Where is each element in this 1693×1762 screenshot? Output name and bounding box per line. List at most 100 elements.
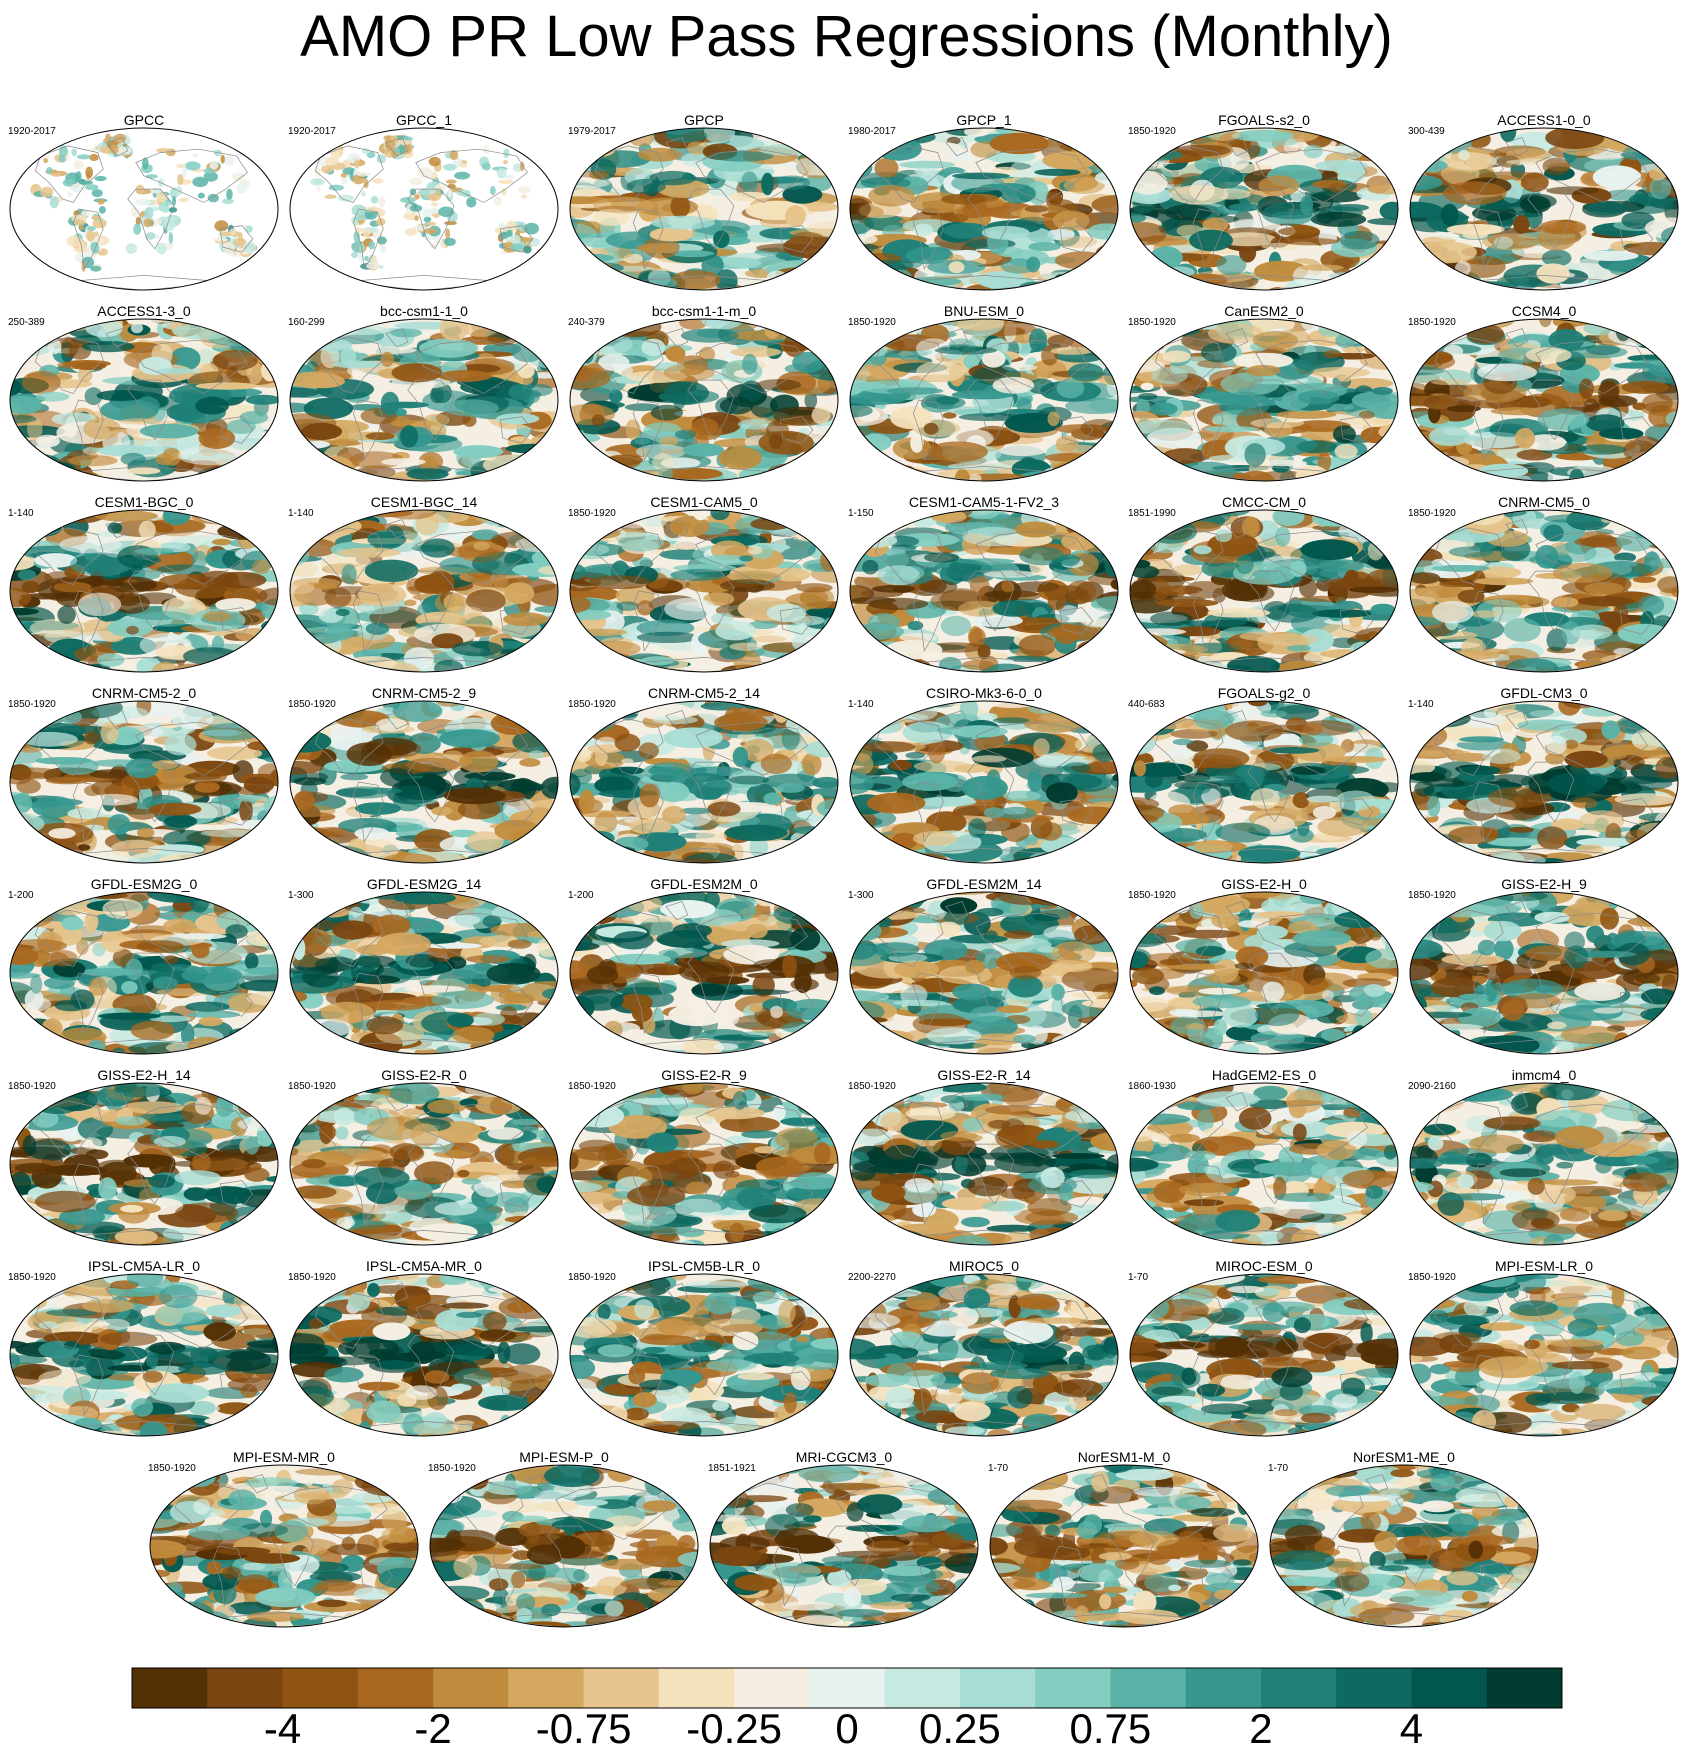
map-field [569, 1273, 839, 1437]
map-panel: CanESM2_0 1850-1920 [1128, 303, 1400, 493]
panel-title: CESM1-CAM5-1-FV2_3 [908, 494, 1060, 510]
map-panel: GFDL-ESM2M_14 1-300 [848, 876, 1120, 1066]
panel-title: CNRM-CM5-2_9 [371, 685, 477, 701]
panel-title: FGOALS-s2_0 [1218, 112, 1310, 128]
map-panel: GFDL-ESM2G_0 1-200 [8, 876, 280, 1066]
map-panel: NorESM1-ME_0 1-70 [1268, 1449, 1540, 1639]
colorbar-swatch [1336, 1668, 1412, 1708]
panel-years: 1850-1920 [1408, 1272, 1456, 1283]
map-field [849, 700, 1119, 864]
panel-title: CCSM4_0 [1511, 303, 1577, 319]
panel-title: ACCESS1-0_0 [1497, 112, 1591, 128]
map-field [1409, 700, 1679, 864]
panel-years: 1850-1920 [568, 1081, 616, 1092]
map-field [289, 318, 559, 482]
panel-title: GISS-E2-H_0 [1221, 876, 1307, 892]
map-field [849, 127, 1119, 291]
panel-years: 1-140 [8, 508, 34, 519]
panel-title: IPSL-CM5B-LR_0 [647, 1258, 761, 1274]
panel-years: 1980-2017 [848, 126, 896, 137]
colorbar-swatch [433, 1668, 509, 1708]
map-panel: CESM1-BGC_14 1-140 [288, 494, 560, 684]
map-field [1409, 318, 1679, 482]
panel-title: GFDL-ESM2G_14 [366, 876, 482, 892]
map-field [1269, 1464, 1539, 1628]
map-panel: FGOALS-g2_0 440-683 [1128, 685, 1400, 875]
colorbar-tick-label: 2 [1249, 1705, 1273, 1752]
map-field [1129, 509, 1399, 673]
panel-years: 1850-1920 [1408, 317, 1456, 328]
panel-years: 1850-1920 [568, 699, 616, 710]
map-panel: ACCESS1-0_0 300-439 [1408, 112, 1680, 302]
panel-years: 1850-1920 [568, 1272, 616, 1283]
colorbar-tick-label: -2 [414, 1705, 452, 1752]
map-panel: CSIRO-Mk3-6-0_0 1-140 [848, 685, 1120, 875]
map-panel: GFDL-CM3_0 1-140 [1408, 685, 1680, 875]
map-panel: MRI-CGCM3_0 1851-1921 [708, 1449, 980, 1639]
panel-years: 1850-1920 [1408, 508, 1456, 519]
panel-years: 2200-2270 [848, 1272, 896, 1283]
panel-title: MIROC-ESM_0 [1215, 1258, 1313, 1274]
panel-title: CSIRO-Mk3-6-0_0 [926, 685, 1042, 701]
colorbar-tick-label: 4 [1399, 1705, 1424, 1752]
panel-title: CNRM-CM5-2_0 [91, 685, 197, 701]
panel-title: GFDL-ESM2M_0 [650, 876, 758, 892]
colorbar-tick-label: -4 [263, 1705, 302, 1752]
map-field [1129, 1082, 1399, 1246]
colorbar-swatch [508, 1668, 585, 1708]
map-field [569, 509, 839, 673]
panel-years: 1851-1990 [1128, 508, 1176, 519]
panel-title: FGOALS-g2_0 [1217, 685, 1311, 701]
panel-years: 1850-1920 [288, 1081, 336, 1092]
map-panel: bcc-csm1-1_0 160-299 [288, 303, 560, 493]
map-field [9, 891, 279, 1055]
map-field [9, 700, 279, 864]
map-panel: GISS-E2-H_14 1850-1920 [8, 1067, 280, 1257]
map-field [849, 318, 1119, 482]
panel-title: MPI-ESM-MR_0 [233, 1449, 335, 1465]
panel-years: 1-140 [1408, 699, 1434, 710]
panel-years: 1850-1920 [1128, 126, 1176, 137]
panel-title: GISS-E2-R_14 [937, 1067, 1031, 1083]
panel-title: CNRM-CM5-2_14 [647, 685, 761, 701]
panel-title: NorESM1-M_0 [1077, 1449, 1171, 1465]
panel-years: 440-683 [1128, 699, 1165, 710]
map-field [9, 318, 279, 482]
panel-title: BNU-ESM_0 [943, 303, 1025, 319]
map-field [9, 509, 279, 673]
panel-title: GFDL-CM3_0 [1500, 685, 1588, 701]
panel-years: 1850-1920 [288, 1272, 336, 1283]
panel-title: MPI-ESM-P_0 [519, 1449, 609, 1465]
map-field [569, 700, 839, 864]
colorbar-swatch [809, 1668, 886, 1708]
map-panel: MIROC5_0 2200-2270 [848, 1258, 1120, 1448]
colorbar-swatch [1411, 1668, 1488, 1708]
panel-years: 1850-1920 [568, 508, 616, 519]
map-field [849, 1273, 1119, 1437]
colorbar-swatch [1260, 1668, 1337, 1708]
map-panel: CNRM-CM5-2_0 1850-1920 [8, 685, 280, 875]
panel-title: MPI-ESM-LR_0 [1494, 1258, 1594, 1274]
panel-years: 240-379 [568, 317, 605, 328]
map-panel: CNRM-CM5-2_14 1850-1920 [568, 685, 840, 875]
map-field [849, 509, 1119, 673]
map-panel: GISS-E2-H_0 1850-1920 [1128, 876, 1400, 1066]
panel-years: 1850-1920 [848, 317, 896, 328]
panel-years: 1850-1920 [288, 699, 336, 710]
panel-years: 1920-2017 [8, 126, 56, 137]
panel-years: 1850-1920 [1128, 890, 1176, 901]
panel-title: GISS-E2-R_0 [381, 1067, 467, 1083]
panel-title: GPCC_1 [395, 112, 453, 128]
colorbar-swatch [1185, 1668, 1262, 1708]
map-panel: bcc-csm1-1-m_0 240-379 [568, 303, 840, 493]
map-panel: BNU-ESM_0 1850-1920 [848, 303, 1120, 493]
panel-years: 1-70 [988, 1463, 1009, 1474]
panel-title: bcc-csm1-1_0 [380, 303, 468, 319]
colorbar-swatch [1486, 1668, 1563, 1708]
map-panel: ACCESS1-3_0 250-389 [8, 303, 280, 493]
map-panel: GISS-E2-R_0 1850-1920 [288, 1067, 560, 1257]
map-field [289, 700, 559, 864]
panel-years: 1850-1920 [848, 1081, 896, 1092]
panel-years: 1850-1920 [8, 699, 56, 710]
map-field [289, 1273, 559, 1437]
